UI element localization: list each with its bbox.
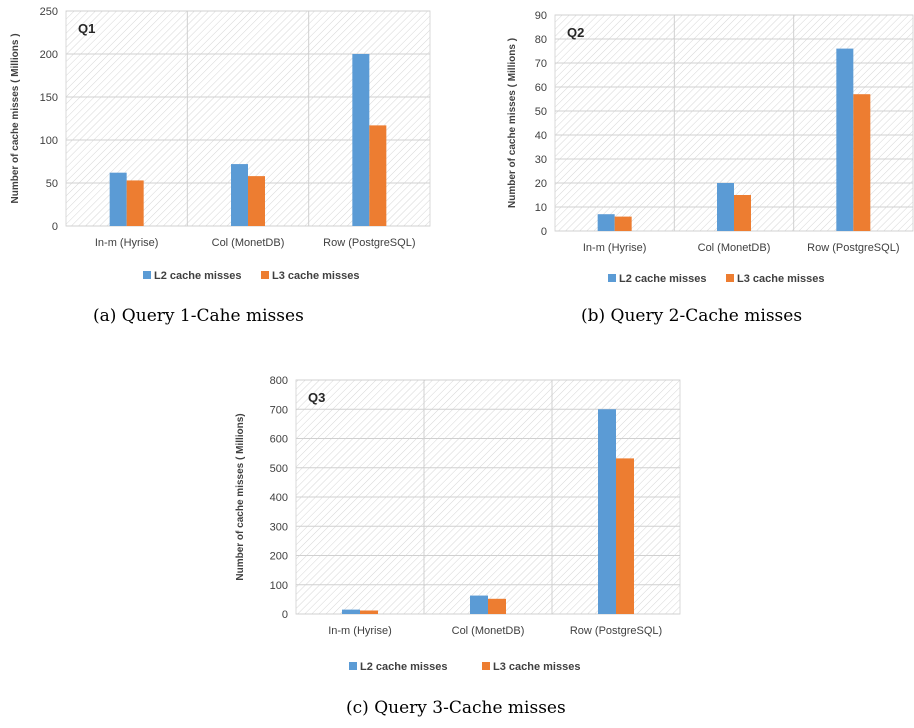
- chart-panel-q1: 0 50 100 150 200 250 In-m (Hyrise) Col (MonetDB…: [0, 0, 450, 340]
- legend-label: L3 cache misses: [737, 273, 824, 285]
- y-tick-label: 0: [52, 221, 58, 233]
- bar-l3-3: [853, 94, 871, 231]
- x-tick-label: Row (PostgreSQL): [323, 237, 415, 249]
- legend-swatch-l2: [608, 274, 616, 282]
- x-tick-label: Row (PostgreSQL): [807, 242, 899, 254]
- caption-a: (a) Query 1-Cahe misses: [93, 306, 304, 326]
- legend-swatch-l3: [726, 274, 734, 282]
- legend-label: L3 cache misses: [493, 661, 580, 673]
- y-tick-label: 80: [535, 34, 547, 46]
- bar-l2-3: [836, 48, 854, 231]
- y-tick-label: 60: [535, 82, 547, 94]
- x-tick-label: In-m (Hyrise): [583, 242, 647, 254]
- y-tick-label: 400: [270, 492, 288, 504]
- caption-b: (b) Query 2-Cache misses: [581, 306, 803, 326]
- bar-l3-1: [126, 180, 144, 226]
- y-tick-label: 250: [40, 6, 58, 18]
- y-axis-label: Number of cache misses ( Millions ): [507, 38, 518, 208]
- y-tick-label: 700: [270, 404, 288, 416]
- y-tick-label: 150: [40, 92, 58, 104]
- legend-label: L3 cache misses: [272, 270, 359, 282]
- bar-l2-3: [598, 409, 616, 614]
- y-tick-label: 0: [282, 609, 288, 621]
- bar-l2-3: [352, 54, 370, 226]
- legend-swatch-l2: [349, 662, 357, 670]
- y-tick-label: 600: [270, 434, 288, 446]
- x-tick-label: In-m (Hyrise): [328, 625, 392, 637]
- legend-label: L2 cache misses: [154, 270, 241, 282]
- legend-label: L2 cache misses: [619, 273, 706, 285]
- y-axis-label: Number of cache misses ( Millions ): [10, 33, 21, 203]
- bar-l3-3: [369, 125, 387, 226]
- legend-swatch-l3: [261, 271, 269, 279]
- x-tick-label: Row (PostgreSQL): [570, 625, 662, 637]
- y-tick-label: 200: [40, 49, 58, 61]
- chart-q1: 0 50 100 150 200 250 In-m (Hyrise) Col (MonetDB…: [10, 6, 431, 282]
- y-tick-label: 500: [270, 463, 288, 475]
- bar-l3-1: [614, 216, 632, 231]
- bar-l2-2: [231, 164, 248, 226]
- y-tick-label: 0: [541, 226, 547, 238]
- caption-c: (c) Query 3-Cache misses: [346, 698, 566, 718]
- legend-swatch-l2: [143, 271, 151, 279]
- bar-l3-2: [248, 176, 265, 226]
- legend-label: L2 cache misses: [360, 661, 447, 673]
- bar-l2-1: [342, 609, 360, 614]
- y-tick-label: 90: [535, 10, 547, 22]
- chart-title: Q2: [567, 25, 584, 40]
- y-tick-label: 40: [535, 130, 547, 142]
- chart-q2: 0 10 20 30 40 50 60 70 80 90 In-m (Hyrise) Col (Mon…: [507, 10, 914, 285]
- y-tick-label: 100: [270, 580, 288, 592]
- bar-l3-2: [488, 598, 506, 614]
- y-tick-label: 20: [535, 178, 547, 190]
- chart-title: Q1: [78, 21, 95, 36]
- y-tick-label: 300: [270, 521, 288, 533]
- y-tick-label: 30: [535, 154, 547, 166]
- y-tick-label: 50: [535, 106, 547, 118]
- y-tick-label: 200: [270, 551, 288, 563]
- chart-title: Q3: [308, 390, 325, 405]
- bar-l3-2: [734, 195, 751, 231]
- bar-l2-2: [470, 595, 488, 614]
- bar-l3-1: [360, 610, 378, 614]
- y-tick-label: 50: [46, 178, 58, 190]
- x-tick-label: Col (MonetDB): [698, 242, 771, 254]
- y-tick-label: 100: [40, 135, 58, 147]
- bar-l2-1: [597, 214, 615, 231]
- y-axis-label: Number of cache misses ( Millions): [235, 413, 246, 580]
- chart-panel-q3: 0 100 200 300 400 500 600 700 800 In-m (Hyrise) Co…: [218, 368, 698, 728]
- chart-q3: 0 100 200 300 400 500 600 700 800 In-m (Hyrise) Co…: [235, 375, 681, 673]
- x-tick-label: In-m (Hyrise): [95, 237, 159, 249]
- x-tick-label: Col (MonetDB): [212, 237, 285, 249]
- y-tick-label: 10: [535, 202, 547, 214]
- y-tick-label: 70: [535, 58, 547, 70]
- bar-l2-1: [109, 172, 127, 226]
- x-tick-label: Col (MonetDB): [452, 625, 525, 637]
- y-tick-label: 800: [270, 375, 288, 387]
- chart-panel-q2: 0 10 20 30 40 50 60 70 80 90 In-m (Hyrise) Col (Mon…: [485, 0, 914, 340]
- legend-swatch-l3: [482, 662, 490, 670]
- bar-l3-3: [616, 458, 634, 614]
- bar-l2-2: [717, 183, 734, 231]
